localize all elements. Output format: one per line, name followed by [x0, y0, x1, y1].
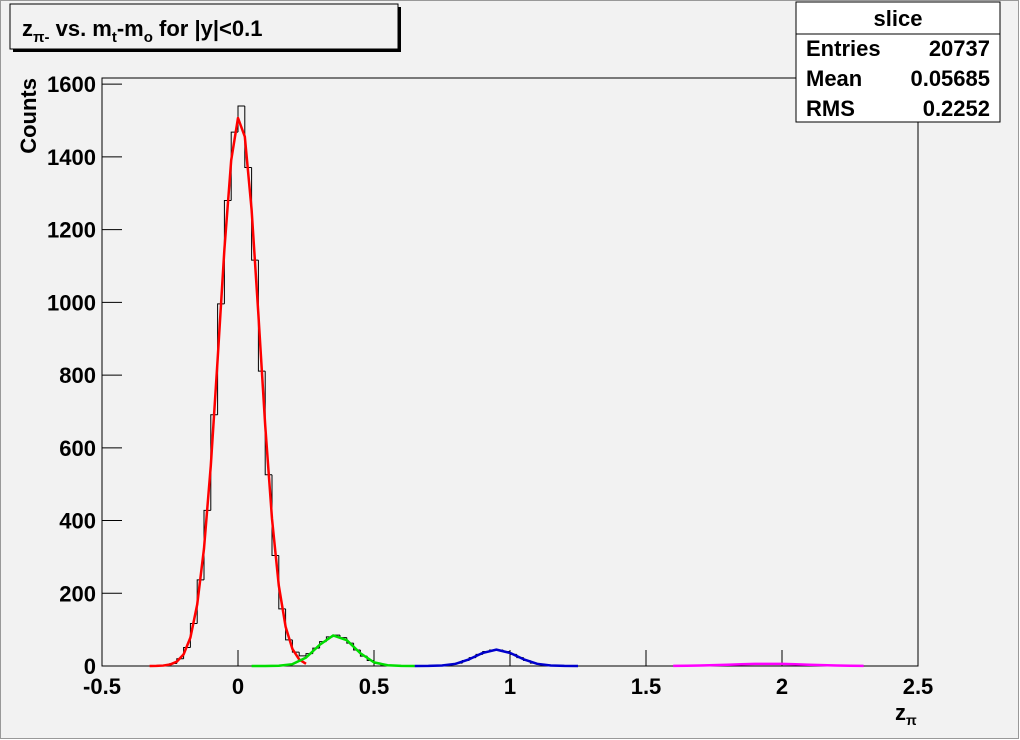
y-tick-label: 0 [84, 654, 96, 679]
y-axis-label: Counts [16, 78, 41, 154]
title-part: t [112, 29, 117, 46]
fit-curve [673, 662, 864, 668]
fit-curve [149, 116, 307, 668]
title-part: z [22, 16, 33, 41]
title-part: for |y|<0.1 [153, 16, 263, 41]
title-part: vs. m [49, 16, 111, 41]
x-label-part: z [895, 700, 906, 725]
x-tick-label: -0.5 [83, 674, 121, 699]
chart-title: zπ- vs. mt-mo for |y|<0.1 [22, 16, 262, 46]
fit-curve [414, 648, 579, 668]
x-tick-label: 0.5 [359, 674, 390, 699]
title-part: π- [33, 29, 49, 46]
x-tick-label: 1.5 [631, 674, 662, 699]
y-tick-label: 1000 [47, 290, 96, 315]
plot-frame [101, 77, 919, 667]
histogram-bin [298, 652, 306, 657]
x-axis-label: zπ [895, 700, 917, 728]
stats-label: RMS [806, 96, 855, 121]
x-tick-label: 0 [232, 674, 244, 699]
stats-label: Entries [806, 36, 881, 61]
x-label-part: π [906, 712, 917, 728]
title-part: -m [117, 16, 144, 41]
x-tick-label: 2.5 [903, 674, 934, 699]
stats-value: 0.05685 [910, 66, 990, 91]
histogram-bin [291, 639, 300, 653]
x-tick-label: 2 [776, 674, 788, 699]
stats-label: Mean [806, 66, 862, 91]
stats-box: slice [795, 1, 1001, 123]
fit-curve [251, 634, 415, 668]
stats-value: 0.2252 [923, 96, 990, 121]
stats-value: 20737 [929, 36, 990, 61]
y-tick-label: 400 [59, 509, 96, 534]
y-tick-label: 600 [59, 436, 96, 461]
y-tick-label: 800 [59, 363, 96, 388]
title-box: zπ- vs. mt-mo for |y|<0.1 [9, 3, 401, 52]
y-tick-label: 1200 [47, 218, 96, 243]
title-part: o [144, 29, 153, 46]
y-tick-label: 1400 [47, 145, 96, 170]
y-tick-label: 200 [59, 581, 96, 606]
y-tick-label: 1600 [47, 72, 96, 97]
histogram-bin [244, 106, 252, 168]
stats-title: slice [874, 6, 923, 31]
x-tick-label: 1 [504, 674, 516, 699]
